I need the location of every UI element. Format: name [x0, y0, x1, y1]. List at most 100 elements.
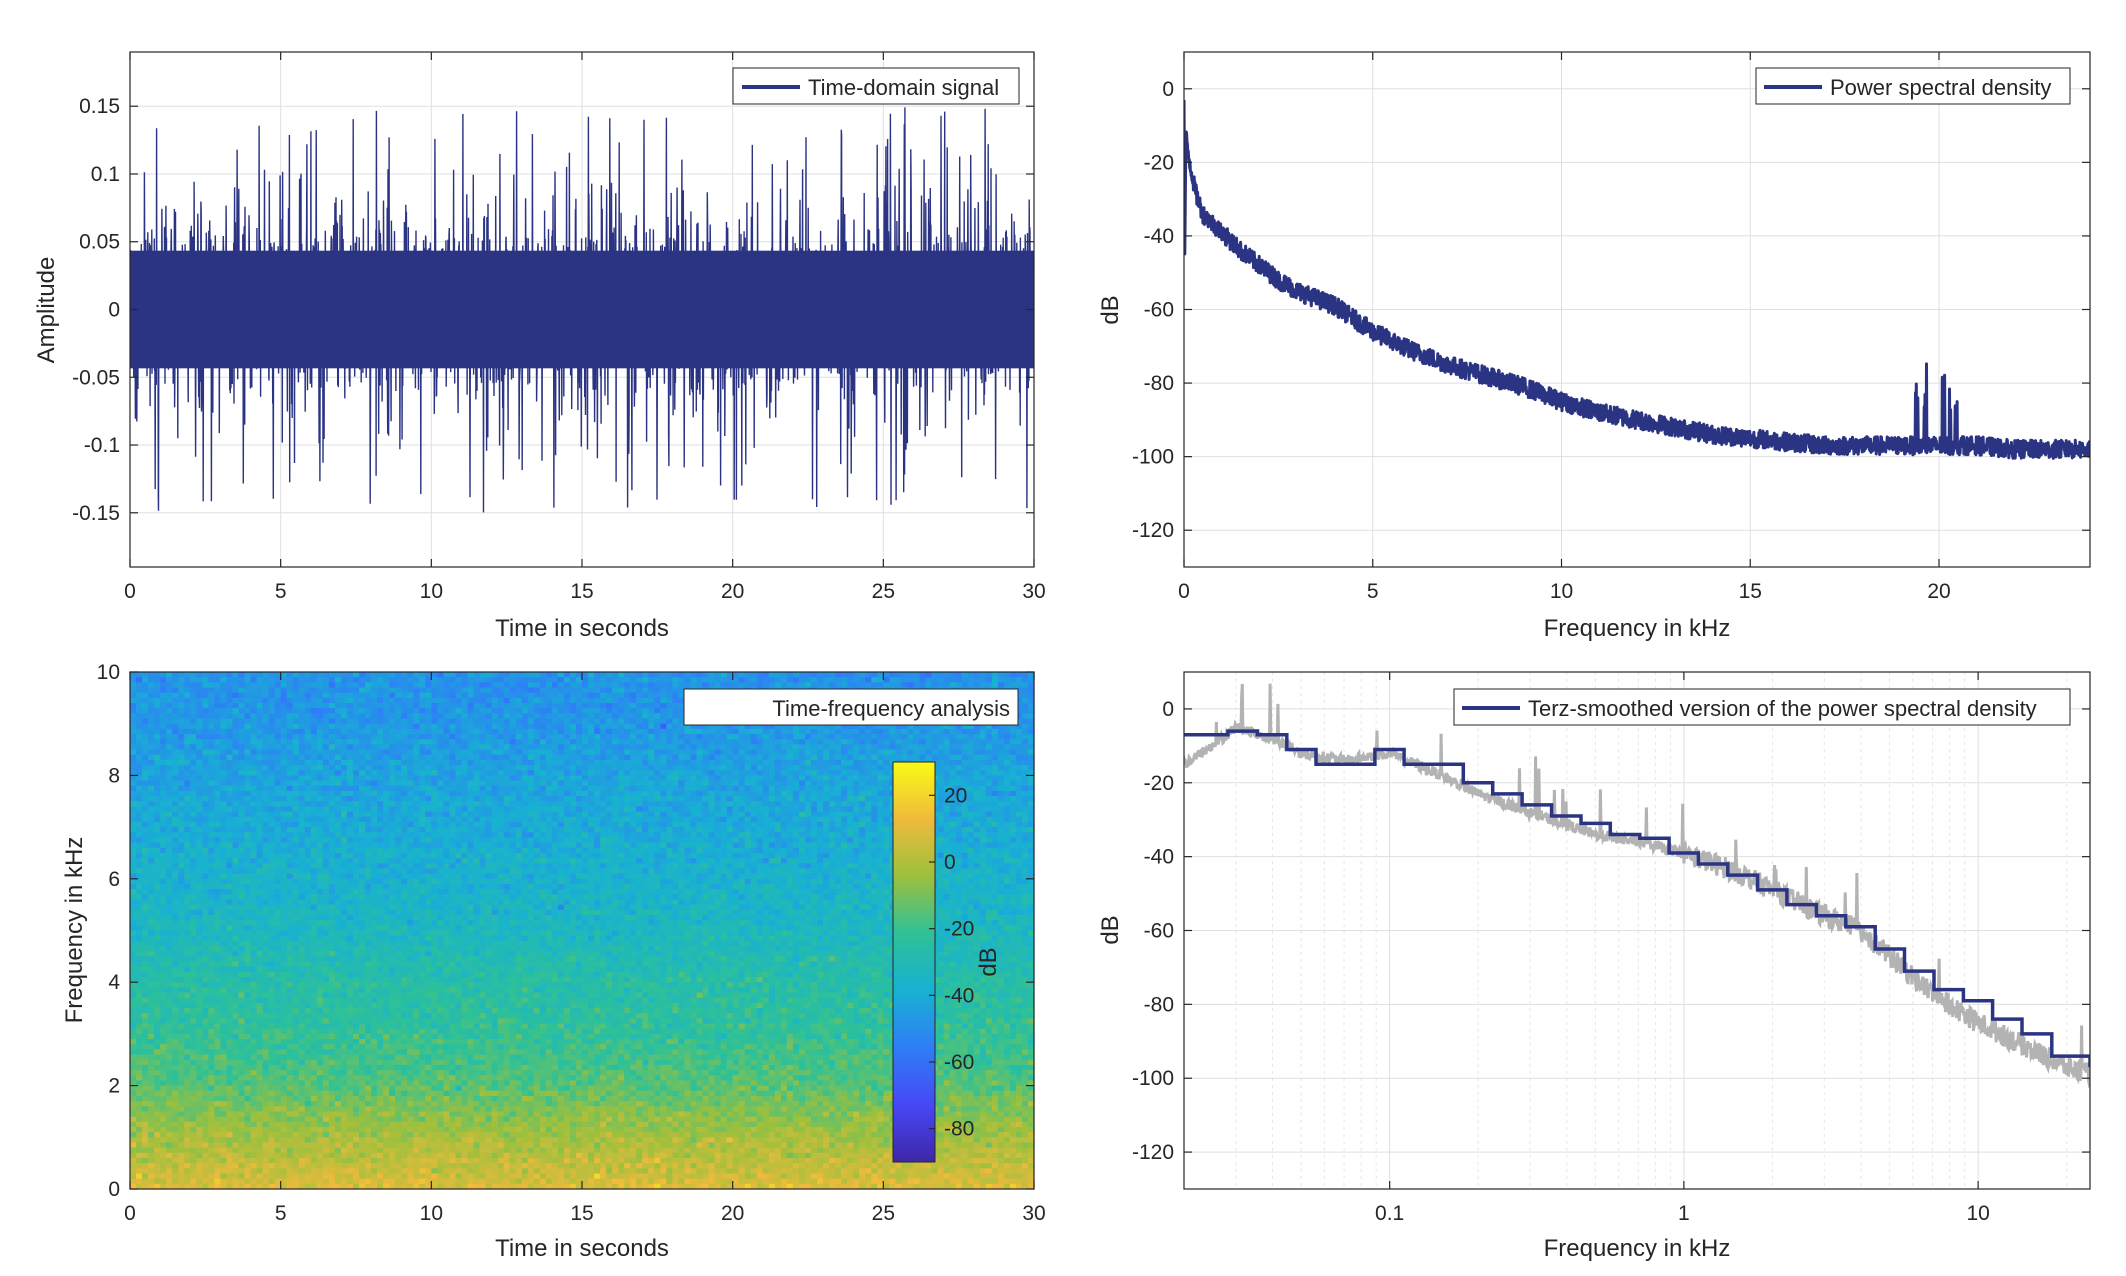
- spectrogram-cell: [666, 724, 673, 730]
- spectrogram-cell: [257, 817, 264, 823]
- spectrogram-cell: [1004, 796, 1011, 802]
- spectrogram-cell: [811, 672, 818, 678]
- spectrogram-cell: [389, 775, 396, 781]
- psd-ytick-label: -100: [1132, 446, 1174, 469]
- spectrogram-cell: [672, 827, 679, 833]
- spectrogram-cell: [600, 744, 607, 750]
- spectrogram-cell: [208, 734, 215, 740]
- spectrogram-cell: [305, 832, 312, 838]
- spectrogram-cell: [226, 708, 233, 714]
- spectrogram-cell: [232, 765, 239, 771]
- spectrogram-cell: [486, 688, 493, 694]
- spectrogram-cell: [630, 791, 637, 797]
- spectrogram-cell: [341, 832, 348, 838]
- spectrogram-cell: [166, 688, 173, 694]
- spectrogram-cell: [799, 755, 806, 761]
- spectrogram-cell: [522, 734, 529, 740]
- spectrogram-cell: [799, 682, 806, 688]
- spectrogram-cell: [160, 719, 167, 725]
- spectrogram-cell: [594, 744, 601, 750]
- spectrogram-cell: [455, 837, 462, 843]
- spectrogram-cell: [859, 755, 866, 761]
- spectrogram-cell: [877, 755, 884, 761]
- spectrogram-cell: [263, 708, 270, 714]
- spectrogram-cell: [775, 682, 782, 688]
- spectrogram-cell: [835, 812, 842, 818]
- spectrogram-cell: [238, 682, 245, 688]
- spectrogram-cell: [142, 791, 149, 797]
- spectrogram-cell: [341, 812, 348, 818]
- spectrogram-cell: [184, 708, 191, 714]
- spectrogram-cell: [504, 693, 511, 699]
- spectrogram-cell: [576, 744, 583, 750]
- spectrogram-cell: [853, 744, 860, 750]
- spectrogram-cell: [582, 750, 589, 756]
- spectrogram-cell: [287, 739, 294, 745]
- spectrogram-cell: [160, 832, 167, 838]
- spectrogram-cell: [160, 682, 167, 688]
- spectrogram-cell: [703, 806, 710, 812]
- spectrogram-cell: [666, 708, 673, 714]
- spectrogram-cell: [576, 693, 583, 699]
- spectrogram-cell: [739, 822, 746, 828]
- spectrogram-cell: [540, 765, 547, 771]
- spectrogram-cell: [498, 688, 505, 694]
- spectrogram-cell: [492, 734, 499, 740]
- spectrogram-cell: [305, 786, 312, 792]
- spectrogram-cell: [793, 812, 800, 818]
- spectrogram-cell: [944, 817, 951, 823]
- spectrogram-cell: [835, 817, 842, 823]
- spectrogram-cell: [311, 796, 318, 802]
- spectrogram-cell: [184, 786, 191, 792]
- spectrogram-cell: [371, 781, 378, 787]
- spectrogram-cell: [703, 770, 710, 776]
- spectrogram-cell: [558, 775, 565, 781]
- spectrogram-cell: [431, 837, 438, 843]
- spectrogram-cell: [817, 770, 824, 776]
- spectrogram-cell: [829, 827, 836, 833]
- spectrogram-cell: [178, 760, 185, 766]
- spectrogram-cell: [950, 677, 957, 683]
- spectrogram-cell: [184, 822, 191, 828]
- spectrogram-cell: [425, 770, 432, 776]
- spectrogram-cell: [148, 713, 155, 719]
- psd-trace: [1184, 100, 2090, 459]
- spectrogram-cell: [859, 765, 866, 771]
- spectrogram-cell: [275, 682, 282, 688]
- spectrogram-cell: [365, 713, 372, 719]
- spectrogram-cell: [498, 703, 505, 709]
- spectrogram-cell: [419, 822, 426, 828]
- spectrogram-cell: [329, 693, 336, 699]
- spectrogram-cell: [263, 770, 270, 776]
- spectrogram-cell: [642, 812, 649, 818]
- spectrogram-cell: [739, 672, 746, 678]
- spectrogram-cell: [540, 770, 547, 776]
- spectrogram-cell: [618, 812, 625, 818]
- spectrogram-cell: [980, 832, 987, 838]
- spectrogram-cell: [172, 827, 179, 833]
- spectrogram-cell: [811, 806, 818, 812]
- spectrogram-cell: [980, 775, 987, 781]
- spectrogram-cell: [998, 755, 1005, 761]
- spectrogram-cell: [660, 719, 667, 725]
- spectrogram-cell: [588, 729, 595, 735]
- spectrogram-cell: [377, 832, 384, 838]
- spectrogram-cell: [281, 837, 288, 843]
- spectrogram-cell: [642, 755, 649, 761]
- spectrogram-cell: [763, 734, 770, 740]
- spectrogram-cell: [136, 750, 143, 756]
- spectrogram-cell: [594, 672, 601, 678]
- spectrogram-cell: [757, 672, 764, 678]
- spectrogram-cell: [323, 760, 330, 766]
- spectrogram-cell: [847, 760, 854, 766]
- spectrogram-cell: [293, 765, 300, 771]
- spectrogram-cell: [811, 770, 818, 776]
- spectrogram-cell: [974, 750, 981, 756]
- spectrogram-cell: [305, 822, 312, 828]
- spectrogram-cell: [160, 786, 167, 792]
- spectrogram-cell: [992, 791, 999, 797]
- spectrogram-cell: [232, 724, 239, 730]
- spectrogram-cell: [347, 682, 354, 688]
- spectrogram-cell: [449, 750, 456, 756]
- spectrogram-cell: [486, 734, 493, 740]
